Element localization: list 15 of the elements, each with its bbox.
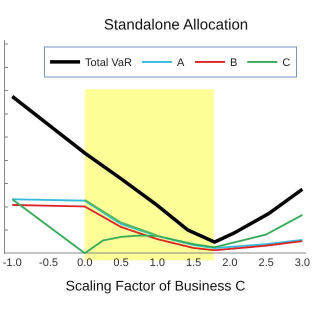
x-tick-label: -0.5 <box>39 257 58 269</box>
chart-title: Standalone Allocation <box>104 16 248 34</box>
x-tick-label: 1.0 <box>150 257 165 269</box>
legend-label: C <box>282 57 290 70</box>
x-tick-label: 0.5 <box>113 257 129 269</box>
x-tick-label: 2.5 <box>258 257 274 269</box>
x-tick-label: 0.0 <box>77 257 92 269</box>
legend-label: Total VaR <box>85 57 132 70</box>
x-tick-label: 3.0 <box>294 257 310 269</box>
x-tick-label: 1.5 <box>186 257 202 269</box>
x-axis-title: Scaling Factor of Business C <box>66 277 246 294</box>
x-tick-label: 2.0 <box>222 257 238 269</box>
x-tick-label: -1.0 <box>2 257 22 269</box>
legend-label: A <box>176 57 185 70</box>
legend-label: B <box>230 57 238 70</box>
